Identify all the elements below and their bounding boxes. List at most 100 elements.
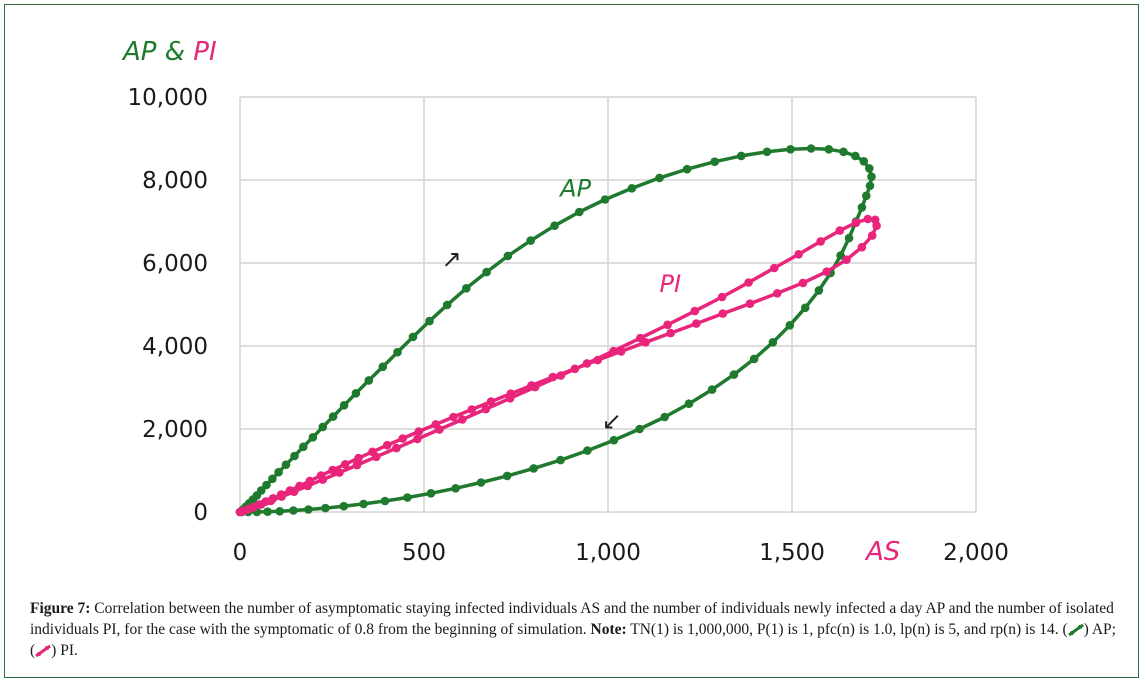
data-point-pi <box>318 475 328 484</box>
data-point-ap <box>299 442 308 452</box>
data-point-pi <box>467 405 477 414</box>
x-tick-label: 1,500 <box>759 540 825 566</box>
data-point-ap <box>339 501 349 511</box>
data-point-ap <box>684 399 694 409</box>
series-line-ap <box>238 146 874 514</box>
data-point-ap <box>290 451 299 461</box>
x-tick-label: 2,000 <box>943 540 1009 566</box>
data-point-ap <box>627 184 637 193</box>
data-point-pi <box>398 434 408 443</box>
ap-legend-swatch <box>1067 624 1084 637</box>
data-point-pi <box>794 250 803 259</box>
data-point-ap <box>768 338 778 347</box>
data-point-ap <box>839 147 848 157</box>
data-point-pi <box>486 397 496 406</box>
data-point-pi <box>717 292 727 302</box>
data-point-pi <box>289 487 299 497</box>
data-point-pi <box>335 468 344 477</box>
figure-label: Figure 7: <box>30 600 91 617</box>
data-point-ap <box>655 173 664 183</box>
data-point-ap <box>359 499 368 509</box>
direction-arrow: ↙ <box>602 407 622 435</box>
data-point-pi <box>718 309 728 318</box>
data-point-ap <box>682 164 692 174</box>
series-line-pi <box>239 217 879 514</box>
data-point-pi <box>857 242 867 252</box>
data-point-ap <box>289 506 298 515</box>
data-point-ap <box>600 195 610 204</box>
data-point-pi <box>666 328 675 338</box>
data-point-pi <box>798 278 808 288</box>
data-point-ap <box>393 347 402 357</box>
caption-text: Correlation between the number of asympt… <box>30 600 1114 638</box>
data-point-pi <box>609 346 618 356</box>
data-point-pi <box>842 255 851 264</box>
data-point-pi <box>277 492 286 501</box>
data-point-ap <box>786 145 795 154</box>
data-point-ap <box>729 370 739 379</box>
data-point-ap <box>328 412 338 421</box>
data-point-pi <box>663 320 672 330</box>
data-point-pi <box>481 404 491 414</box>
x-tick-label: 0 <box>233 540 248 566</box>
x-tick-label: 1,000 <box>575 540 641 566</box>
data-point-pi <box>816 237 825 246</box>
data-point-pi <box>851 218 861 227</box>
x-tick-label: 500 <box>402 540 446 566</box>
data-point-ap <box>859 157 869 166</box>
data-point-pi <box>266 496 276 506</box>
data-point-ap <box>503 251 513 261</box>
data-point-pi <box>530 382 540 392</box>
data-point-ap <box>262 480 271 490</box>
data-point-ap <box>806 144 816 153</box>
y-tick-label: 8,000 <box>142 168 208 194</box>
data-point-ap <box>442 300 452 310</box>
grid-lines <box>239 96 977 513</box>
y-axis-title-part: & <box>156 37 193 67</box>
data-point-pi <box>582 359 592 368</box>
data-point-ap <box>814 286 824 295</box>
data-point-pi <box>690 306 700 316</box>
series-label-pi: PI <box>660 270 682 298</box>
data-point-ap <box>660 412 669 422</box>
data-point-pi <box>413 434 422 444</box>
series-pi <box>235 214 881 517</box>
data-point-pi <box>235 507 245 517</box>
data-point-ap <box>749 354 759 364</box>
data-point-ap <box>339 401 349 410</box>
legend-ap-text: ) AP; ( <box>30 621 1116 659</box>
data-point-pi <box>449 412 458 422</box>
data-point-pi <box>435 425 444 434</box>
data-point-ap <box>635 424 644 434</box>
data-point-ap <box>529 464 538 473</box>
direction-arrow: ↗ <box>442 245 462 273</box>
data-point-ap <box>378 362 388 372</box>
data-point-ap <box>364 376 374 385</box>
data-point-ap <box>482 267 491 277</box>
data-point-pi <box>352 460 362 470</box>
data-point-ap <box>263 507 272 516</box>
data-point-pi <box>371 452 381 462</box>
figure-caption: Figure 7: Correlation between the number… <box>30 598 1120 661</box>
data-point-ap <box>736 151 746 161</box>
y-axis-title: AP & PI <box>121 37 217 67</box>
data-point-ap <box>275 507 285 516</box>
data-point-ap <box>550 221 559 230</box>
data-point-ap <box>462 284 471 293</box>
data-point-pi <box>867 231 877 240</box>
data-point-pi <box>692 319 701 328</box>
data-point-pi <box>770 263 779 273</box>
data-point-ap <box>609 435 619 445</box>
data-point-pi <box>303 481 313 491</box>
data-point-pi <box>822 267 831 277</box>
data-point-pi <box>745 299 755 309</box>
data-point-ap <box>785 321 795 330</box>
data-point-ap <box>476 478 486 487</box>
data-point-ap <box>556 455 565 465</box>
data-point-ap <box>526 236 535 245</box>
data-point-pi <box>570 364 580 374</box>
data-point-pi <box>835 226 845 235</box>
data-point-pi <box>870 215 880 225</box>
data-point-ap <box>824 145 834 154</box>
data-point-pi <box>773 289 782 298</box>
